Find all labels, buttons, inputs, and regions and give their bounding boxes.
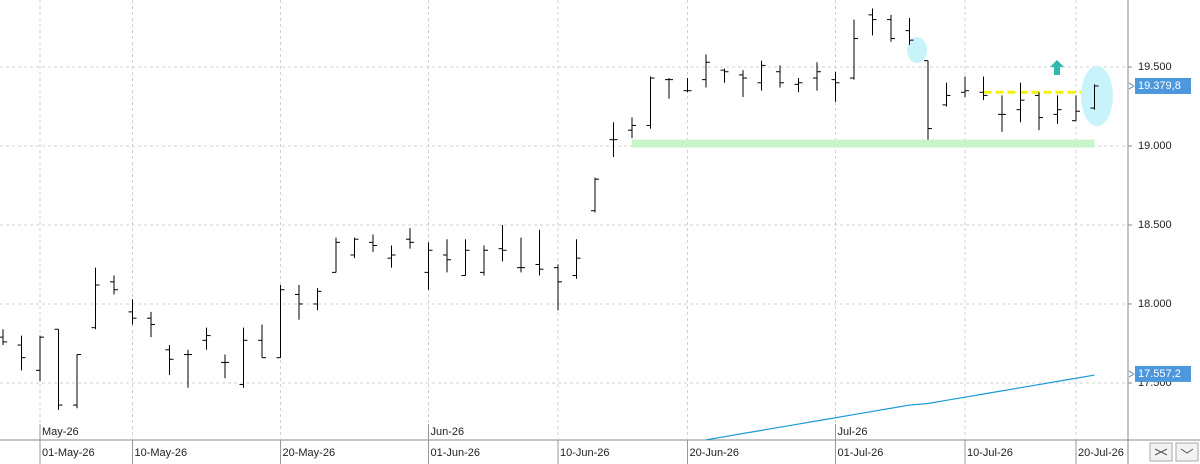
highlight: [1081, 66, 1113, 126]
month-label: May-26: [42, 426, 79, 438]
price-label-box: [1135, 77, 1191, 94]
moving-average: [705, 374, 1095, 440]
x-tick-label: 01-Jul-26: [838, 447, 884, 459]
x-tick-label: 10-Jun-26: [560, 447, 610, 459]
price-pointer: [1128, 370, 1135, 378]
x-tick-label: 20-Jul-26: [1078, 447, 1124, 459]
x-tick-label: 01-May-26: [42, 447, 95, 459]
x-tick-label: 01-Jun-26: [431, 447, 481, 459]
support-zone: [632, 139, 1095, 148]
x-tick-label: 10-May-26: [135, 447, 188, 459]
y-tick-label: 18.500: [1138, 219, 1172, 231]
y-tick-label: 19.500: [1138, 61, 1172, 73]
zoom-icon: [1154, 448, 1168, 456]
price-pointer: [1128, 82, 1135, 90]
plot-area: [0, 0, 1128, 440]
scroll-icon: [1180, 448, 1194, 454]
month-label: Jun-26: [431, 426, 465, 438]
highlight: [907, 37, 927, 63]
price-label-box: [1135, 365, 1191, 382]
y-tick-label: 18.000: [1138, 298, 1172, 310]
up-arrow: [1050, 60, 1064, 75]
y-tick-label: 19.000: [1138, 140, 1172, 152]
x-tick-label: 20-Jun-26: [690, 447, 740, 459]
scroll-buttons[interactable]: [1149, 442, 1199, 462]
price-label: 19.379,8: [1138, 80, 1181, 92]
x-tick-label: 20-May-26: [283, 447, 336, 459]
month-label: Jul-26: [838, 426, 868, 438]
price-label: 17.557,2: [1138, 368, 1181, 380]
scroll-button[interactable]: [1175, 442, 1199, 462]
x-tick-label: 10-Jul-26: [967, 447, 1013, 459]
